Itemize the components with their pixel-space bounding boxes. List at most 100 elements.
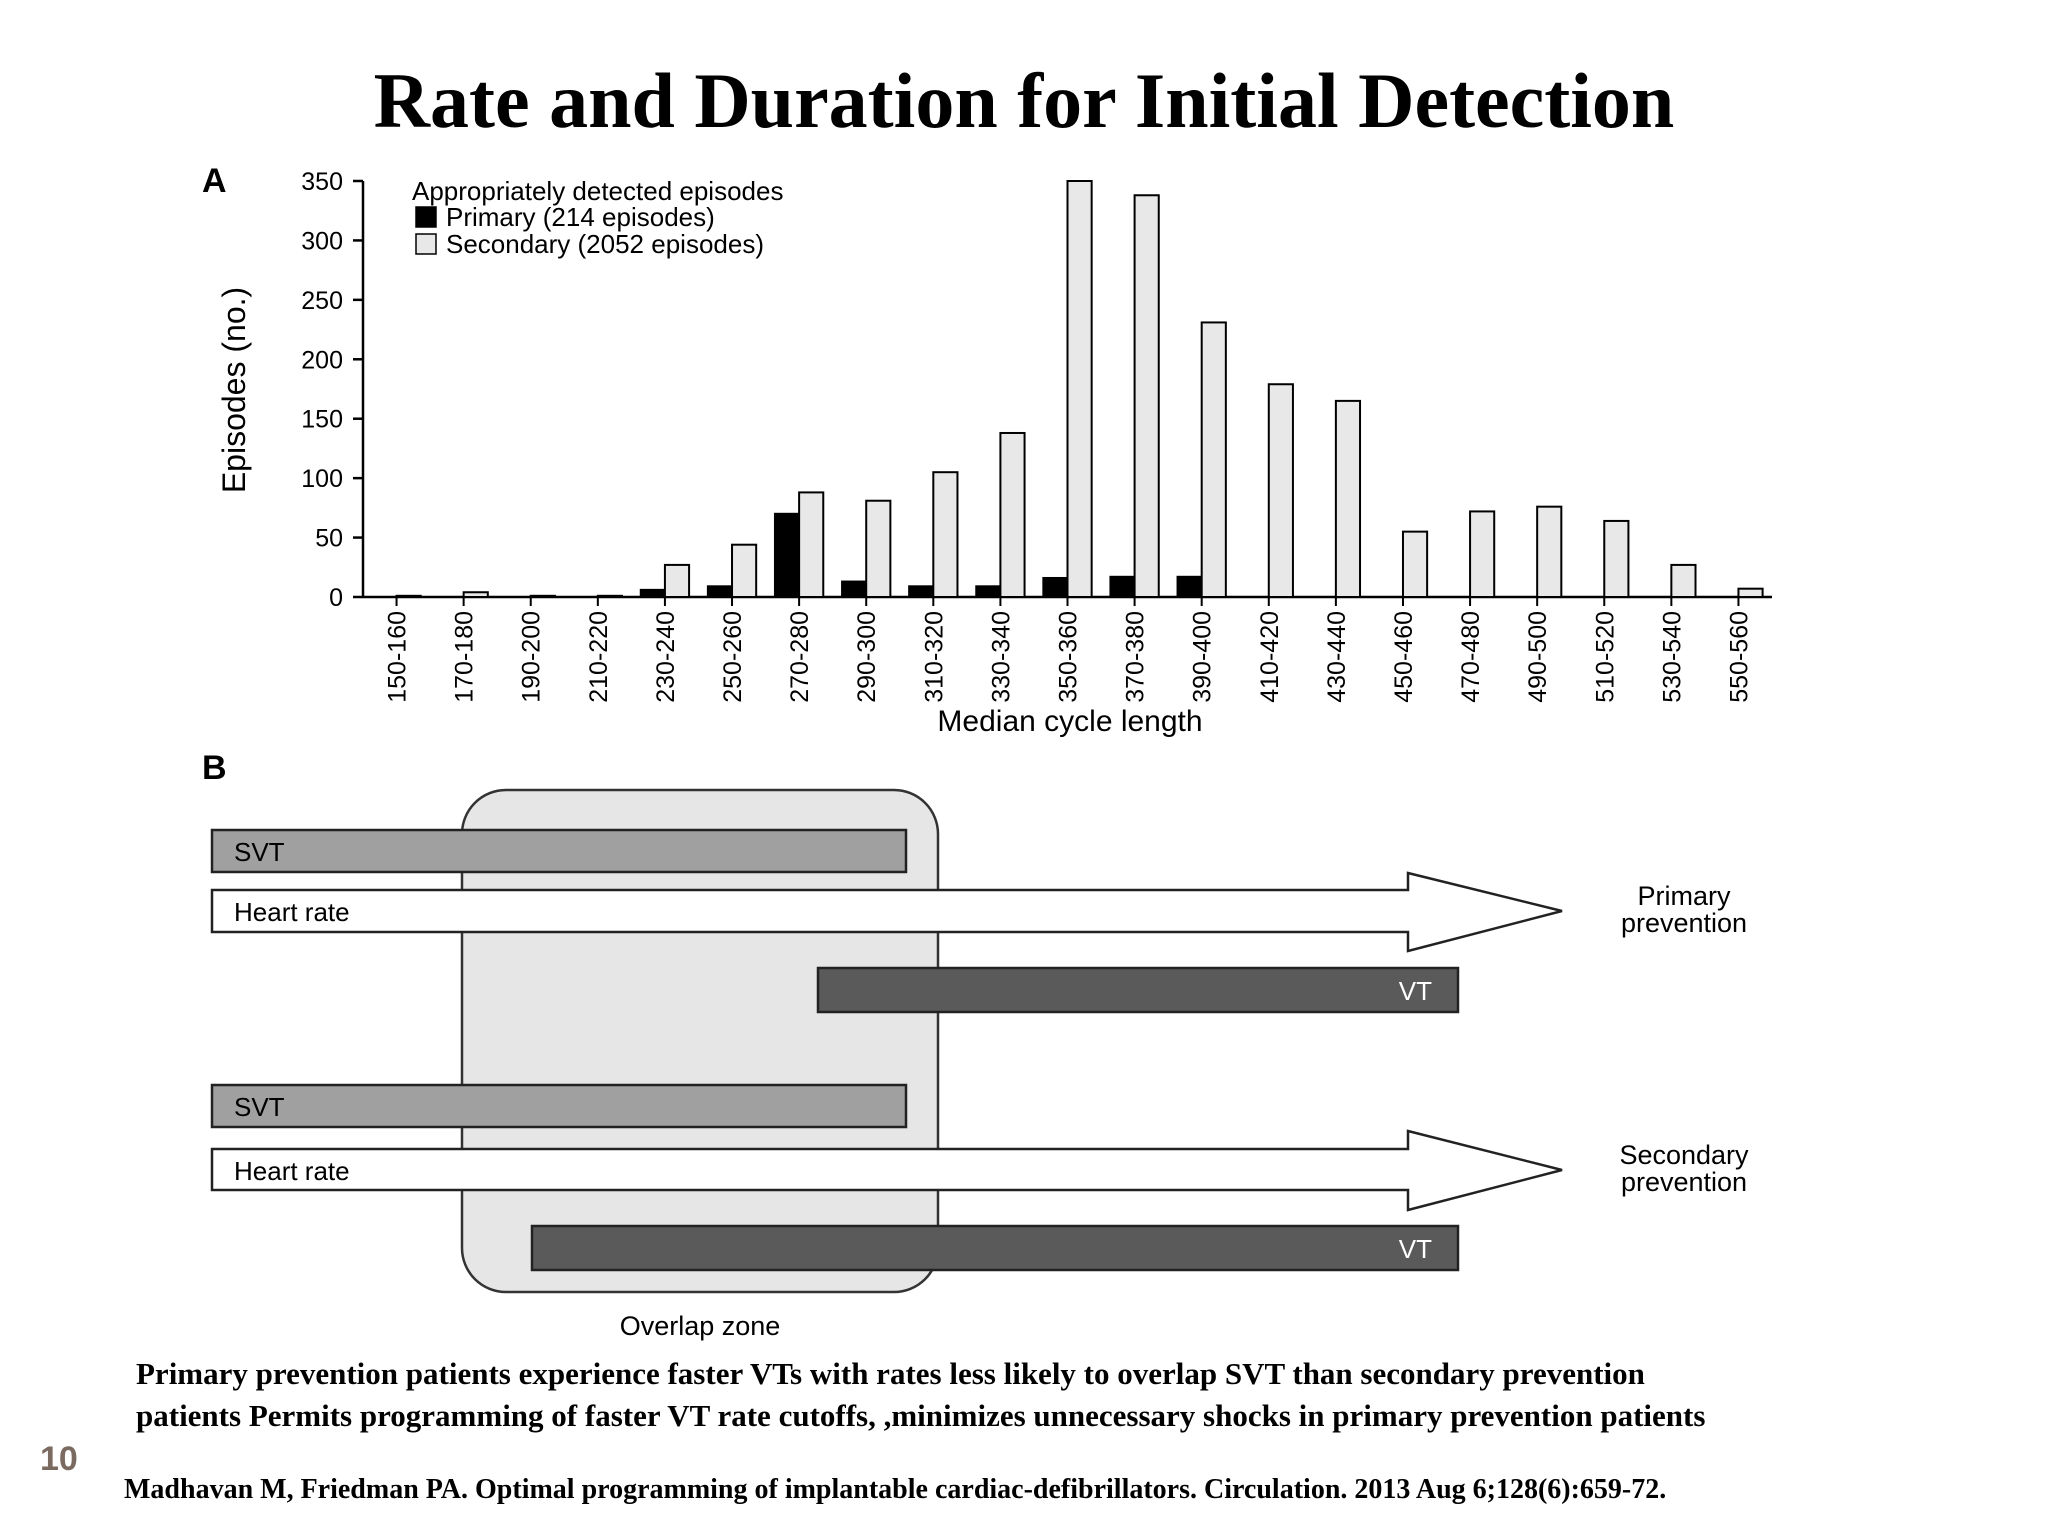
bar-secondary xyxy=(1200,321,1227,598)
bar-secondary xyxy=(395,594,422,598)
x-tick-label: 410-420 xyxy=(1256,611,1284,703)
bar-secondary xyxy=(1401,530,1429,599)
heart-rate-arrow-secondary xyxy=(210,1129,1563,1212)
svt-bar-secondary xyxy=(210,1083,908,1129)
legend-swatch-secondary xyxy=(415,233,437,255)
bar-primary xyxy=(841,580,868,599)
bar-secondary xyxy=(731,543,758,599)
caption-line-2: patients Permits programming of faster V… xyxy=(136,1398,1706,1433)
prevention-label-primary-line1: Primary xyxy=(1638,881,1731,911)
bar-primary xyxy=(1109,575,1136,599)
x-tick-label: 270-280 xyxy=(786,611,814,703)
bar-primary xyxy=(773,512,801,598)
svt-label-secondary: SVT xyxy=(234,1092,285,1122)
bar-secondary xyxy=(1670,563,1697,598)
panel-a-label: A xyxy=(202,162,227,200)
bar-secondary xyxy=(529,594,556,598)
prevention-label-primary-line2: prevention xyxy=(1621,908,1747,938)
y-tick-label: 150 xyxy=(301,406,343,434)
bar-primary xyxy=(908,585,935,598)
bar-secondary xyxy=(999,431,1026,598)
bar-secondary xyxy=(1267,383,1294,599)
x-tick-label: 350-360 xyxy=(1055,611,1083,703)
primary-prevention-group: SVT Heart rate VT Primary prevention xyxy=(210,828,1747,1014)
bar-secondary xyxy=(798,491,825,598)
y-tick-label: 50 xyxy=(315,525,343,553)
bar-secondary xyxy=(932,471,959,599)
bar-secondary xyxy=(1133,194,1160,599)
x-axis-label: Median cycle length xyxy=(937,705,1202,738)
legend-label-secondary: Secondary (2052 episodes) xyxy=(446,229,764,259)
x-tick-label: 550-560 xyxy=(1725,611,1753,703)
prevention-label-secondary-line2: prevention xyxy=(1621,1167,1747,1197)
bar-secondary xyxy=(462,591,489,599)
secondary-prevention-group: SVT Heart rate VT Secondary prevention xyxy=(210,1083,1749,1272)
y-axis-label: Episodes (no.) xyxy=(216,287,252,493)
bars xyxy=(395,180,1764,599)
bar-secondary xyxy=(1066,180,1093,598)
x-tick-label: 510-520 xyxy=(1591,611,1619,703)
svt-label-primary: SVT xyxy=(234,837,285,867)
x-tick-label: 530-540 xyxy=(1658,611,1686,703)
x-tick-label: 190-200 xyxy=(518,611,546,703)
y-tick-label: 200 xyxy=(301,346,343,374)
panel-a-bar-chart: A Episodes (no.) Median cycle length 0 50… xyxy=(202,162,1772,738)
x-tick-label: 310-320 xyxy=(920,611,948,703)
bar-primary xyxy=(975,585,1002,598)
x-tick-label: 170-180 xyxy=(451,611,479,703)
legend-title: Appropriately detected episodes xyxy=(412,176,783,206)
bar-primary xyxy=(706,585,734,598)
legend: Appropriately detected episodes Primary … xyxy=(412,176,783,259)
bar-primary xyxy=(1042,576,1069,598)
bar-secondary xyxy=(865,499,892,598)
slide-title: Rate and Duration for Initial Detection xyxy=(373,57,1675,144)
x-tick-label: 290-300 xyxy=(853,611,881,703)
bar-secondary xyxy=(1334,399,1362,598)
x-tick-label: 210-220 xyxy=(585,611,613,703)
vt-bar-primary xyxy=(816,966,1460,1014)
caption-line-1: Primary prevention patients experience f… xyxy=(136,1356,1645,1391)
vt-label-primary: VT xyxy=(1399,976,1432,1006)
bar-secondary xyxy=(596,594,623,598)
bar-primary xyxy=(639,588,666,599)
legend-label-primary: Primary (214 episodes) xyxy=(446,202,715,232)
legend-swatch-primary xyxy=(415,206,437,228)
x-axis: 150-160 170-180 190-200 210-220 230-240 250-2… xyxy=(363,595,1772,703)
x-tick-label: 250-260 xyxy=(719,611,747,703)
x-tick-label: 390-400 xyxy=(1189,611,1217,703)
bar-primary xyxy=(1176,575,1203,599)
x-tick-label: 230-240 xyxy=(652,611,680,703)
y-tick-label: 300 xyxy=(301,227,343,255)
y-tick-label: 100 xyxy=(301,465,343,493)
x-tick-label: 450-460 xyxy=(1390,611,1418,703)
prevention-label-secondary-line1: Secondary xyxy=(1619,1140,1749,1170)
caption: Primary prevention patients experience f… xyxy=(136,1353,2016,1437)
bar-secondary xyxy=(1469,510,1496,598)
x-tick-label: 490-500 xyxy=(1524,611,1552,703)
vt-label-secondary: VT xyxy=(1399,1234,1432,1264)
reference-citation: Madhavan M, Friedman PA. Optimal program… xyxy=(124,1474,1667,1505)
y-tick-label: 350 xyxy=(301,168,343,196)
heart-rate-label-primary: Heart rate xyxy=(234,897,350,927)
bar-secondary xyxy=(663,563,691,598)
y-tick-label: 0 xyxy=(329,584,343,612)
vt-bar-secondary xyxy=(530,1224,1460,1272)
bar-secondary xyxy=(1603,519,1630,599)
page-number: 10 xyxy=(40,1440,78,1478)
x-tick-label: 370-380 xyxy=(1122,611,1150,703)
y-tick-label: 250 xyxy=(301,287,343,315)
y-axis: 0 50 100 150 200 250 300 350 xyxy=(301,168,365,612)
x-tick-label: 430-440 xyxy=(1323,611,1351,703)
x-tick-label: 150-160 xyxy=(384,611,412,703)
heart-rate-arrow-primary xyxy=(210,871,1563,953)
heart-rate-label-secondary: Heart rate xyxy=(234,1156,350,1186)
x-tick-label: 470-480 xyxy=(1457,611,1485,703)
x-tick-label: 330-340 xyxy=(987,611,1015,703)
overlap-zone-label: Overlap zone xyxy=(620,1311,781,1341)
bar-secondary xyxy=(1737,587,1764,598)
panel-b-diagram: B SVT Heart rate VT Primary prevention S… xyxy=(202,749,1749,1341)
bar-secondary xyxy=(1536,505,1563,599)
svt-bar-primary xyxy=(210,828,908,874)
